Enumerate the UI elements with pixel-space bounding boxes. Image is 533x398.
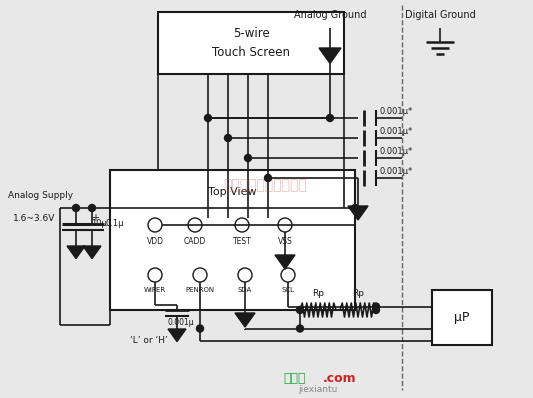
- Text: Analog Ground: Analog Ground: [294, 10, 366, 20]
- Circle shape: [296, 306, 303, 314]
- Text: 0.1μ: 0.1μ: [105, 220, 124, 228]
- Polygon shape: [235, 313, 255, 327]
- Text: +: +: [91, 213, 99, 223]
- Text: μP: μP: [454, 311, 470, 324]
- Text: Rp: Rp: [352, 289, 364, 298]
- Polygon shape: [319, 48, 341, 63]
- Circle shape: [197, 325, 204, 332]
- Text: Touch Screen: Touch Screen: [212, 46, 290, 59]
- Text: 0.001μ: 0.001μ: [167, 318, 193, 327]
- Circle shape: [296, 325, 303, 332]
- Text: TEST: TEST: [232, 237, 252, 246]
- Text: Top View: Top View: [208, 187, 257, 197]
- Circle shape: [224, 135, 231, 142]
- Text: 5-wire: 5-wire: [232, 27, 269, 40]
- Circle shape: [72, 205, 79, 211]
- Polygon shape: [275, 255, 295, 269]
- Circle shape: [205, 115, 212, 121]
- Circle shape: [245, 154, 252, 162]
- Text: Rp: Rp: [312, 289, 324, 298]
- Text: 0.001μ*: 0.001μ*: [380, 107, 413, 116]
- Text: 接线图: 接线图: [284, 371, 306, 384]
- Circle shape: [373, 306, 379, 314]
- Circle shape: [88, 205, 95, 211]
- Text: jiexiantu: jiexiantu: [298, 386, 338, 394]
- Text: PENRON: PENRON: [185, 287, 215, 293]
- Text: CADD: CADD: [184, 237, 206, 246]
- Circle shape: [264, 174, 271, 181]
- Text: 1.6~3.6V: 1.6~3.6V: [13, 214, 55, 223]
- Bar: [110, 170, 355, 310]
- Text: 0.001μ*: 0.001μ*: [380, 147, 413, 156]
- Text: SDA: SDA: [238, 287, 252, 293]
- Text: Digital Ground: Digital Ground: [405, 10, 475, 20]
- Bar: [158, 12, 344, 74]
- Text: 杭州精鑫科技有限公司: 杭州精鑫科技有限公司: [223, 178, 307, 192]
- Text: .com: .com: [323, 371, 357, 384]
- Text: SCL: SCL: [281, 287, 295, 293]
- Polygon shape: [168, 329, 186, 341]
- Polygon shape: [67, 246, 85, 259]
- Text: VDD: VDD: [147, 237, 164, 246]
- Polygon shape: [83, 246, 101, 259]
- Text: Analog Supply: Analog Supply: [8, 191, 73, 200]
- Circle shape: [351, 205, 359, 211]
- Circle shape: [373, 303, 379, 310]
- Bar: [432, 290, 492, 345]
- Text: 0.001μ*: 0.001μ*: [380, 167, 413, 176]
- Circle shape: [327, 115, 334, 121]
- Text: WIPER: WIPER: [144, 287, 166, 293]
- Polygon shape: [348, 206, 368, 220]
- Text: 10μ: 10μ: [91, 220, 107, 228]
- Text: 0.001μ*: 0.001μ*: [380, 127, 413, 136]
- Text: ‘L’ or ‘H’: ‘L’ or ‘H’: [130, 336, 168, 345]
- Text: VSS: VSS: [278, 237, 293, 246]
